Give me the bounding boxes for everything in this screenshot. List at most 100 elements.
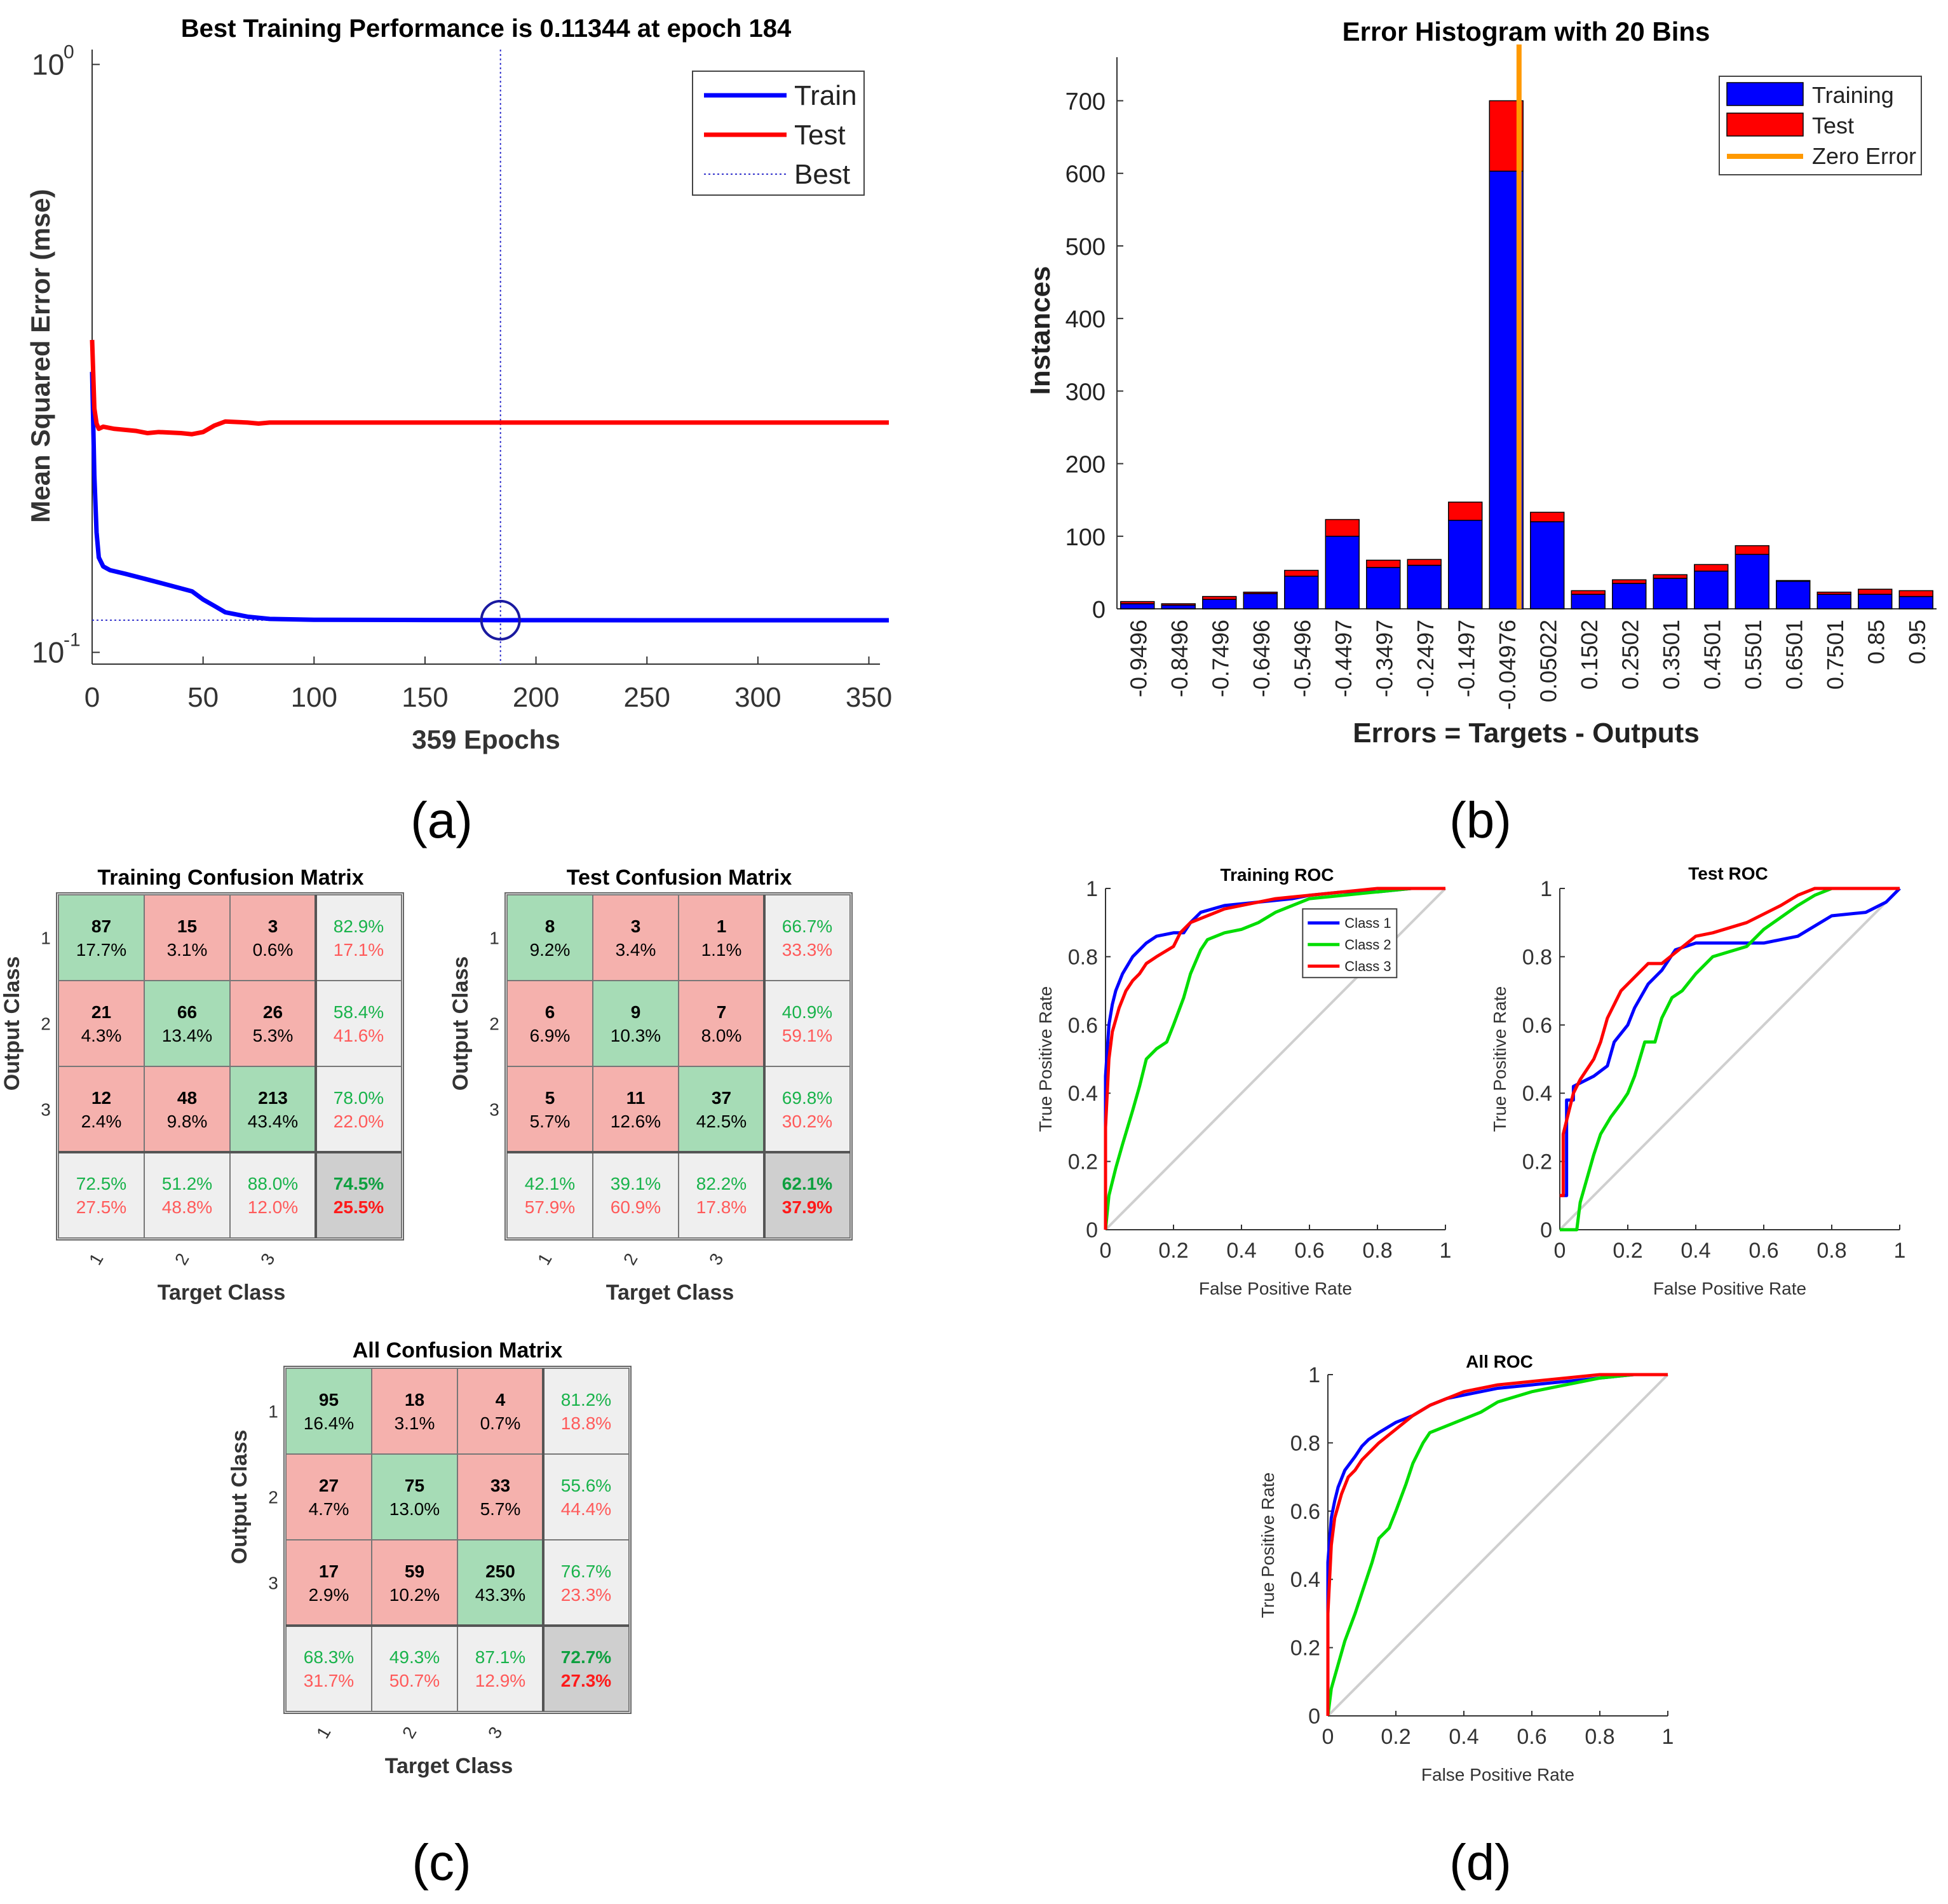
x-tick-label: 0 — [1322, 1725, 1334, 1749]
matrix-cell — [315, 1066, 402, 1153]
bar-training — [1366, 567, 1401, 609]
row-class-label: 3 — [268, 1574, 278, 1593]
x-tick-label: 300 — [734, 682, 781, 713]
series-line-test — [90, 339, 889, 437]
x-tick-label: 0.4 — [1226, 1239, 1256, 1263]
summary-correct: 81.2% — [561, 1390, 611, 1410]
matrix-cell — [144, 1066, 231, 1153]
x-tick-label: 0.8 — [1816, 1239, 1846, 1263]
x-tick-label: 150 — [402, 682, 448, 713]
cell-percent: 9.8% — [167, 1112, 208, 1131]
row-class-label: 2 — [268, 1488, 278, 1507]
y-tick-label: 10 — [32, 48, 64, 81]
x-tick-label: 0.1502 — [1576, 620, 1602, 690]
panel-label-a: (a) — [410, 792, 473, 848]
bar-training — [1202, 599, 1237, 609]
matrix-cell — [457, 1539, 544, 1626]
matrix-cell — [678, 980, 765, 1067]
summary-wrong: 60.9% — [611, 1197, 661, 1217]
chart-title: Error Histogram with 20 Bins — [1343, 17, 1710, 46]
y-tick-label: 0 — [1086, 1218, 1098, 1242]
bar-training — [1653, 578, 1688, 609]
matrix-cell — [506, 1152, 593, 1239]
cell-percent: 6.9% — [530, 1026, 571, 1045]
cell-percent: 5.7% — [480, 1499, 521, 1519]
x-tick-label: -0.9496 — [1125, 620, 1151, 697]
row-class-label: 1 — [268, 1402, 278, 1422]
cell-count: 27 — [319, 1476, 339, 1495]
summary-wrong: 18.8% — [561, 1413, 611, 1433]
y-tick-label: 0 — [1540, 1218, 1552, 1242]
summary-correct: 55.6% — [561, 1476, 611, 1495]
cell-percent: 17.7% — [76, 940, 126, 960]
bar-training — [1120, 603, 1155, 609]
matrix-cell — [506, 894, 593, 981]
y-tick-label: 0.6 — [1068, 1014, 1098, 1038]
summary-wrong: 27.3% — [561, 1671, 611, 1690]
x-tick-label: 50 — [187, 682, 219, 713]
matrix-cell — [58, 980, 145, 1067]
bar-test — [1448, 501, 1483, 521]
y-axis-label: Mean Squared Error (mse) — [25, 189, 55, 522]
y-tick-label: 600 — [1065, 161, 1106, 188]
matrix-cell — [592, 894, 679, 981]
col-class-label: 2 — [619, 1250, 642, 1268]
matrix-cell — [144, 980, 231, 1067]
summary-wrong: 17.8% — [696, 1197, 747, 1217]
x-axis-label: False Positive Rate — [1653, 1279, 1806, 1298]
bar-training — [1898, 595, 1933, 609]
x-axis-label: Target Class — [385, 1754, 513, 1778]
row-class-label: 2 — [41, 1014, 51, 1034]
matrix-cell — [229, 1152, 316, 1239]
y-tick-label: 0.8 — [1522, 945, 1552, 969]
bar-test — [1243, 591, 1278, 594]
x-tick-label: 100 — [291, 682, 337, 713]
legend-label-train: Train — [794, 80, 857, 111]
bar-training — [1284, 575, 1319, 609]
col-class-label: 1 — [85, 1250, 107, 1268]
summary-wrong: 41.6% — [334, 1026, 384, 1045]
y-tick-label: 0.6 — [1522, 1014, 1552, 1038]
matrix-cell — [371, 1368, 458, 1455]
x-tick-label: 0.6 — [1748, 1239, 1778, 1263]
y-tick-label: 700 — [1065, 89, 1106, 116]
x-tick-label: -0.3497 — [1371, 620, 1397, 697]
y-axis-label: Instances — [1025, 266, 1056, 395]
bar-training — [1858, 594, 1893, 609]
y-tick-label: 300 — [1065, 379, 1106, 405]
matrix-cell — [678, 894, 765, 981]
cell-percent: 5.7% — [530, 1112, 571, 1131]
x-tick-label: 0.7501 — [1822, 620, 1848, 690]
bar-test — [1694, 564, 1729, 572]
matrix-cell — [58, 894, 145, 981]
cell-percent: 3.4% — [616, 940, 656, 960]
matrix-cell — [764, 1066, 851, 1153]
x-tick-label: 0.2 — [1158, 1239, 1188, 1263]
x-tick-label: 0.5501 — [1740, 620, 1766, 690]
x-tick-label: 0.4 — [1681, 1239, 1710, 1263]
roc-curve-class-3 — [1560, 887, 1900, 1197]
cell-percent: 2.4% — [81, 1112, 122, 1131]
col-class-label: 3 — [257, 1250, 279, 1268]
x-tick-label: -0.2497 — [1412, 620, 1438, 697]
col-class-label: 2 — [398, 1724, 421, 1742]
x-tick-label: 0 — [1100, 1239, 1112, 1263]
x-tick-label: 200 — [513, 682, 559, 713]
legend-label-zero-error: Zero Error — [1812, 143, 1916, 169]
cell-count: 87 — [91, 916, 111, 936]
bar-test — [1858, 588, 1893, 595]
bar-training — [1448, 519, 1483, 609]
cell-percent: 43.3% — [475, 1585, 525, 1605]
x-tick-label: 0.4501 — [1699, 620, 1725, 690]
cell-count: 95 — [319, 1390, 339, 1410]
cell-count: 250 — [485, 1561, 515, 1581]
y-axis-label: Output Class — [227, 1430, 252, 1565]
y-tick-label: 1 — [1086, 877, 1098, 901]
cell-percent: 42.5% — [696, 1112, 747, 1131]
chart-title: Best Training Performance is 0.11344 at … — [181, 15, 792, 43]
summary-wrong: 22.0% — [334, 1112, 384, 1131]
summary-wrong: 27.5% — [76, 1197, 126, 1217]
diagonal-reference-line — [1559, 887, 1901, 1231]
cell-percent: 3.1% — [395, 1413, 435, 1433]
summary-wrong: 57.9% — [525, 1197, 575, 1217]
